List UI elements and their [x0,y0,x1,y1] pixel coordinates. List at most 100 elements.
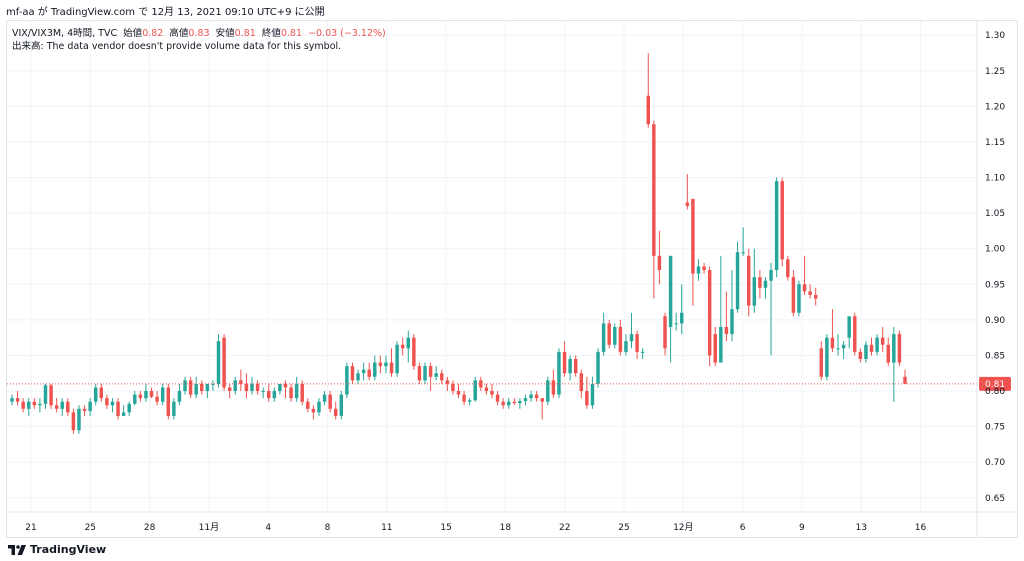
candle[interactable] [121,405,126,416]
candle[interactable] [322,391,327,406]
candle[interactable] [869,337,874,356]
candle[interactable] [585,376,589,409]
candle[interactable] [668,255,673,363]
candle[interactable] [250,376,254,395]
candle[interactable] [607,319,611,349]
candle[interactable] [105,394,109,409]
candle[interactable] [568,355,572,381]
candle[interactable] [786,255,790,281]
candle[interactable] [49,383,53,409]
candle[interactable] [735,241,740,313]
candle[interactable] [707,266,712,367]
candle[interactable] [730,270,734,342]
candle[interactable] [339,391,344,420]
candle[interactable] [797,280,801,317]
candle[interactable] [819,341,824,381]
candle[interactable] [462,391,466,406]
candle[interactable] [300,380,304,406]
candle[interactable] [144,383,148,402]
candle[interactable] [713,326,717,367]
candle[interactable] [769,262,773,356]
candle[interactable] [847,316,851,349]
candle[interactable] [719,255,723,363]
candle[interactable] [791,270,796,317]
candle[interactable] [255,380,260,395]
candle[interactable] [60,398,64,416]
candle[interactable] [32,398,37,409]
candle[interactable] [15,391,20,406]
candle[interactable] [77,405,81,434]
candle[interactable] [43,383,48,409]
candle[interactable] [657,230,662,285]
candle[interactable] [93,383,98,406]
candle[interactable] [467,398,472,406]
candle[interactable] [99,383,104,402]
candle[interactable] [629,312,634,349]
candle[interactable] [272,387,277,402]
candle[interactable] [557,348,561,399]
candle[interactable] [289,383,293,402]
candle[interactable] [451,380,455,395]
candle[interactable] [875,334,879,356]
candle[interactable] [624,334,628,356]
candle[interactable] [160,383,165,406]
candle[interactable] [802,255,807,295]
candle[interactable] [903,369,907,384]
candle[interactable] [434,366,438,381]
candle[interactable] [573,355,578,377]
candle[interactable] [841,341,846,360]
candle[interactable] [696,259,701,281]
candle[interactable] [345,362,349,399]
candle[interactable] [746,248,751,317]
candle[interactable] [529,391,533,402]
price-axis[interactable]: 1.30 1.25 1.20 1.15 1.10 1.05 1.00 0.95 0.90 0.85… [985,31,1005,504]
candle[interactable] [596,348,600,388]
candle[interactable] [456,383,461,399]
candle[interactable] [110,398,115,413]
candle[interactable] [813,287,818,306]
candle[interactable] [194,376,198,399]
candle[interactable] [808,284,812,299]
candle[interactable] [897,330,902,367]
candle[interactable] [646,53,650,128]
candle[interactable] [138,391,143,402]
candle[interactable] [395,341,399,377]
candle[interactable] [317,398,321,416]
candle[interactable] [562,341,567,377]
candle[interactable] [205,383,210,399]
candle[interactable] [361,362,366,381]
candle[interactable] [88,398,92,416]
candle[interactable] [724,291,729,342]
candle[interactable] [227,383,232,399]
candle[interactable] [177,383,182,406]
time-axis[interactable]: 21 25 28 11月 4 8 11 15 18 22 25 12月 6 9 13 16 [25,522,926,533]
candle[interactable] [71,408,76,434]
candle[interactable] [10,394,14,406]
candle[interactable] [127,401,131,416]
candle[interactable] [864,341,868,363]
candle[interactable] [507,398,511,409]
tradingview-brand[interactable]: TradingView [8,543,106,556]
candle[interactable] [216,334,221,388]
candle[interactable] [752,248,757,313]
candle[interactable] [82,405,87,416]
candle[interactable] [166,383,171,420]
candle[interactable] [373,355,377,381]
candle[interactable] [222,334,226,392]
candle[interactable] [473,376,477,402]
candle[interactable] [244,373,249,399]
candle[interactable] [523,394,528,406]
candle[interactable] [239,369,243,392]
candle[interactable] [294,376,299,402]
candle[interactable] [155,391,159,406]
candle[interactable] [116,398,120,420]
candle[interactable] [412,334,416,370]
candle[interactable] [880,326,885,352]
candle[interactable] [663,312,667,356]
candle[interactable] [518,398,522,409]
candle[interactable] [378,355,383,374]
candle[interactable] [780,177,784,267]
candle[interactable] [389,348,394,377]
candle[interactable] [38,398,42,413]
candle[interactable] [546,376,550,406]
